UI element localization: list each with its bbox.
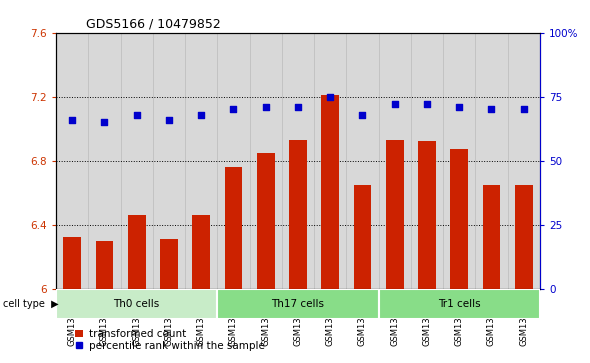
Bar xyxy=(225,167,242,289)
Bar xyxy=(353,185,371,289)
Point xyxy=(519,106,529,112)
Bar xyxy=(515,185,533,289)
Bar xyxy=(322,95,339,289)
Bar xyxy=(257,152,274,289)
Bar xyxy=(386,140,404,289)
Point xyxy=(164,117,173,123)
Point xyxy=(293,104,303,110)
Bar xyxy=(96,241,113,289)
Bar xyxy=(56,289,217,319)
Text: cell type  ▶: cell type ▶ xyxy=(3,299,58,309)
Text: Th0 cells: Th0 cells xyxy=(113,299,160,309)
Legend: transformed count, percentile rank within the sample: transformed count, percentile rank withi… xyxy=(71,325,268,355)
Bar xyxy=(192,215,210,289)
Point xyxy=(358,112,367,118)
Bar xyxy=(289,140,307,289)
Point xyxy=(487,106,496,112)
Point xyxy=(67,117,77,123)
Point xyxy=(390,101,399,107)
Point xyxy=(261,104,270,110)
Bar xyxy=(418,142,436,289)
Text: GDS5166 / 10479852: GDS5166 / 10479852 xyxy=(86,18,220,31)
Bar xyxy=(128,215,146,289)
Bar xyxy=(379,289,540,319)
Bar xyxy=(483,185,500,289)
Point xyxy=(196,112,206,118)
Point xyxy=(100,119,109,125)
Point xyxy=(326,94,335,99)
Point xyxy=(132,112,142,118)
Text: Tr1 cells: Tr1 cells xyxy=(438,299,480,309)
Bar xyxy=(217,289,379,319)
Point xyxy=(422,101,432,107)
Bar xyxy=(450,150,468,289)
Bar xyxy=(160,239,178,289)
Bar xyxy=(63,237,81,289)
Point xyxy=(229,106,238,112)
Point xyxy=(454,104,464,110)
Text: Th17 cells: Th17 cells xyxy=(271,299,325,309)
